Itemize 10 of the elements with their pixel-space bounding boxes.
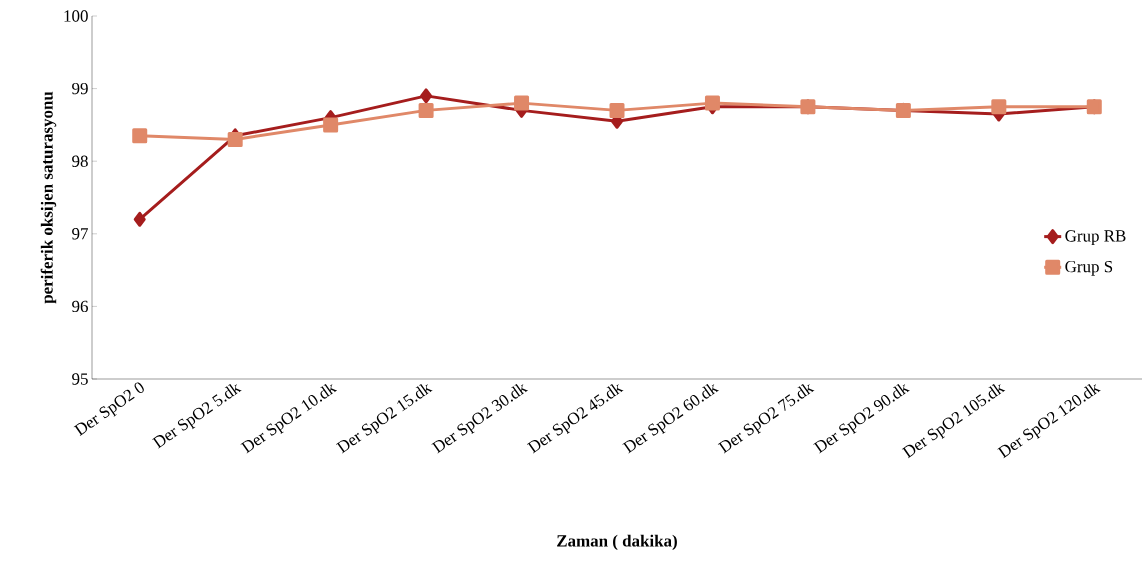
y-tick-label: 97 — [72, 228, 88, 240]
y-tick-label: 99 — [72, 82, 88, 95]
y-tick-label: 95 — [72, 373, 88, 385]
y-tick-label: 96 — [72, 300, 88, 313]
x-axis-title: Zaman ( dakika) — [557, 534, 677, 551]
y-axis-title: periferik oksijen saturasyonu — [40, 91, 57, 304]
y-tick-label: 98 — [72, 155, 88, 167]
legend-label: Grup RB — [1065, 230, 1126, 246]
y-tick-label: 100 — [64, 10, 88, 22]
legend-label: Grup S — [1065, 260, 1113, 276]
